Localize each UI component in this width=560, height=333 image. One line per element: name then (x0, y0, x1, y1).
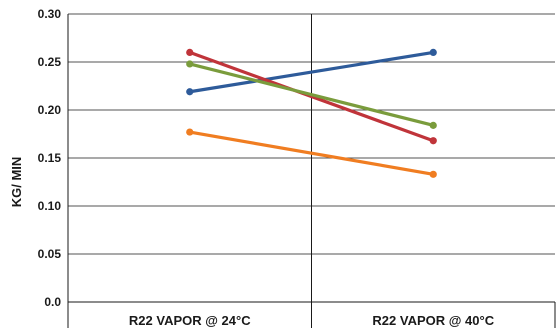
y-tick-label: 0.20 (38, 103, 62, 117)
series-1-point (186, 88, 194, 96)
axes (67, 14, 556, 328)
y-tick-label: 0.25 (38, 55, 62, 69)
y-tick-label: 0.0 (44, 295, 61, 309)
y-tick-label: 0.05 (38, 247, 62, 261)
series-2-point (186, 48, 194, 57)
x-tick-labels: R22 VAPOR @ 24°C R22 VAPOR @ 40°C (129, 313, 495, 328)
x-tick-label: R22 VAPOR @ 24°C (129, 313, 251, 328)
series-line-2 (188, 50, 435, 143)
series-line-4 (188, 130, 435, 176)
y-tick-label: 0.15 (38, 151, 62, 165)
series-4-point (186, 128, 194, 136)
series-line-3 (188, 62, 435, 127)
series-3-point (429, 121, 437, 129)
series-4-point (429, 170, 437, 178)
y-axis-label: KG/ MIN (9, 157, 24, 208)
series-line-1 (188, 50, 435, 94)
y-tick-label: 0.30 (38, 7, 62, 21)
series-lines (186, 48, 437, 178)
series-1-point (429, 48, 437, 57)
series-2-point (429, 137, 437, 145)
y-tick-label: 0.10 (38, 199, 62, 213)
series-3-point (186, 60, 194, 68)
y-tick-labels: 0.0 0.05 0.10 0.15 0.20 0.25 0.30 (38, 7, 62, 309)
x-tick-label: R22 VAPOR @ 40°C (372, 313, 494, 328)
